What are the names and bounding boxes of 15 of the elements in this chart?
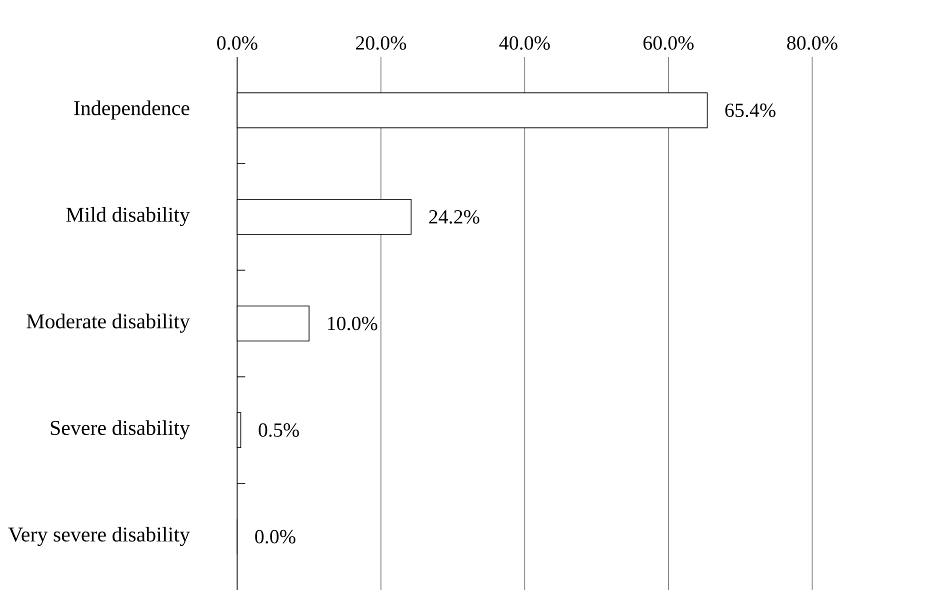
x-tick-label: 60.0%: [643, 36, 694, 50]
y-tick-label: Independence: [74, 100, 190, 120]
x-tick-label: 20.0%: [356, 36, 406, 50]
data-label: 10.0%: [328, 316, 378, 330]
x-tick-label: 80.0%: [787, 36, 838, 50]
data-label: 65.4%: [725, 103, 776, 117]
y-tick-label: Very severe disability: [8, 526, 190, 546]
y-tick-label: Mild disability: [66, 206, 190, 226]
data-label: 24.2%: [429, 210, 480, 224]
data-label: 0.5%: [258, 423, 299, 437]
x-tick-label: 0.0%: [217, 36, 258, 50]
y-tick-label: Moderate disability: [26, 313, 190, 333]
data-label: 0.0%: [255, 530, 296, 544]
y-tick-label: Severe disability: [50, 420, 190, 440]
x-tick-label: 40.0%: [499, 36, 550, 50]
